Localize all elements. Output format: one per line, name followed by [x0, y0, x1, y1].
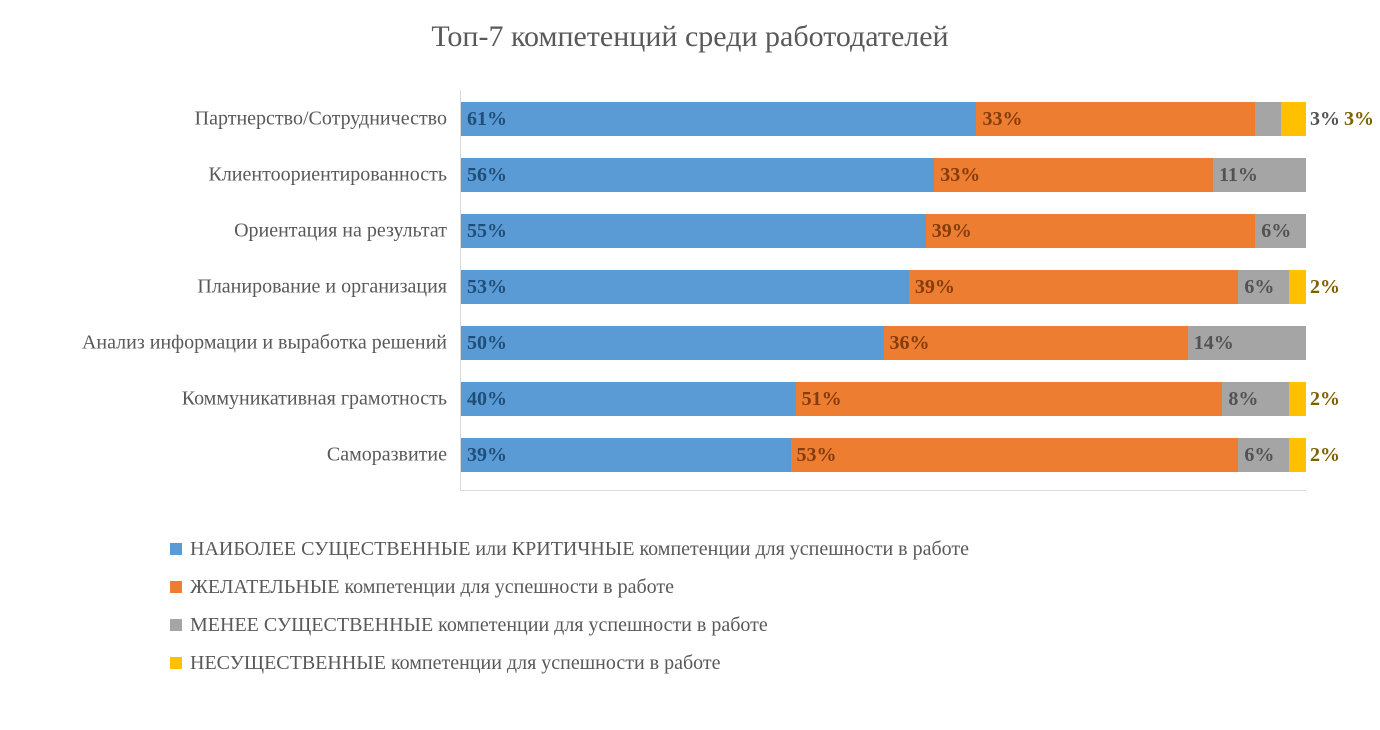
- legend-item-critical: НАИБОЛЕЕ СУЩЕСТВЕННЫЕ или КРИТИЧНЫЕ комп…: [170, 530, 1270, 568]
- bar-value-label: 53%: [797, 444, 837, 467]
- legend-swatch: [170, 657, 182, 669]
- bar-segment-critical: 56%: [461, 158, 934, 192]
- bar-segment-less: 11%: [1213, 158, 1306, 192]
- bar-track: 50% 36% 14%: [461, 326, 1306, 360]
- bar-segment-desirable: 39%: [909, 270, 1239, 304]
- bar-segment-critical: 40%: [461, 382, 796, 416]
- bar-segment-less: 6%: [1238, 438, 1289, 472]
- legend-label: НАИБОЛЕЕ СУЩЕСТВЕННЫЕ или КРИТИЧНЫЕ комп…: [190, 538, 969, 561]
- bar-value-label: 36%: [890, 332, 930, 355]
- bar-segment-less: 8%: [1222, 382, 1289, 416]
- category-label: Клиентоориентированность: [7, 164, 447, 187]
- bar-value-label-outside: 2%: [1310, 270, 1340, 304]
- bar-value-label: 6%: [1261, 220, 1291, 243]
- legend-swatch: [170, 581, 182, 593]
- bar-value-label: 6%: [1244, 276, 1274, 299]
- bar-value-label: 33%: [982, 108, 1022, 131]
- bar-value-label: 2%: [1310, 276, 1340, 299]
- bar-segment-less: 14%: [1188, 326, 1306, 360]
- bar-segment-desirable: 33%: [976, 102, 1255, 136]
- bar-value-label: 3%: [1344, 108, 1374, 131]
- bar-value-label-outside: 2%: [1310, 438, 1340, 472]
- bar-value-label: 11%: [1219, 164, 1258, 187]
- bar-segment-critical: 55%: [461, 214, 926, 248]
- bar-segment-desirable: 33%: [934, 158, 1213, 192]
- bar-track: 53%39%6%2%: [461, 270, 1306, 304]
- bar-value-label: 14%: [1194, 332, 1234, 355]
- legend-item-less: МЕНЕЕ СУЩЕСТВЕННЫЕ компетенции для успеш…: [170, 606, 1270, 644]
- chart-title: Топ-7 компетенций среди работодателей: [0, 20, 1380, 54]
- bar-value-label: 39%: [467, 444, 507, 467]
- category-label: Ориентация на результат: [7, 220, 447, 243]
- bar-value-label: 6%: [1244, 444, 1274, 467]
- bar-value-label: 33%: [940, 164, 980, 187]
- bar-segment-desirable: 53%: [791, 438, 1239, 472]
- legend-item-irrelevant: НЕСУЩЕСТВЕННЫЕ компетенции для успешност…: [170, 644, 1270, 682]
- bar-track: 61%33%3%3%: [461, 102, 1306, 136]
- bar-segment-desirable: 36%: [884, 326, 1188, 360]
- bar-row: Планирование и организация53%39%6%2%: [461, 270, 1306, 304]
- bar-value-label: 53%: [467, 276, 507, 299]
- bar-value-label: 39%: [915, 276, 955, 299]
- bar-segment-critical: 50%: [461, 326, 884, 360]
- chart-container: Топ-7 компетенций среди работодателей Па…: [0, 0, 1380, 730]
- bar-value-label: 40%: [467, 388, 507, 411]
- legend-label: НЕСУЩЕСТВЕННЫЕ компетенции для успешност…: [190, 652, 721, 675]
- legend-label: ЖЕЛАТЕЛЬНЫЕ компетенции для успешности в…: [190, 576, 674, 599]
- bar-segment-less: 6%: [1238, 270, 1289, 304]
- category-label: Коммуникативная грамотность: [7, 388, 447, 411]
- bar-row: Коммуникативная грамотность40%51%8%2%: [461, 382, 1306, 416]
- bar-value-label: 39%: [932, 220, 972, 243]
- bar-track: 40%51%8%2%: [461, 382, 1306, 416]
- bar-row: Ориентация на результат55%39%6%: [461, 214, 1306, 248]
- bar-segment-irrelevant: [1289, 270, 1306, 304]
- category-label: Саморазвитие: [7, 444, 447, 467]
- bar-segment-irrelevant: [1281, 102, 1306, 136]
- bar-value-label: 56%: [467, 164, 507, 187]
- legend-label: МЕНЕЕ СУЩЕСТВЕННЫЕ компетенции для успеш…: [190, 614, 768, 637]
- bar-segment-critical: 61%: [461, 102, 976, 136]
- plot-area: Партнерство/Сотрудничество61%33%3%3%Клие…: [460, 90, 1306, 491]
- bar-row: Анализ информации и выработка решений50%…: [461, 326, 1306, 360]
- bar-segment-irrelevant: [1289, 382, 1306, 416]
- bar-value-label-outside: 3%3%: [1310, 102, 1374, 136]
- bar-segment-critical: 39%: [461, 438, 791, 472]
- legend-swatch: [170, 543, 182, 555]
- bar-segment-less: 6%: [1255, 214, 1306, 248]
- bar-row: Партнерство/Сотрудничество61%33%3%3%: [461, 102, 1306, 136]
- category-label: Планирование и организация: [7, 276, 447, 299]
- bar-value-label: 8%: [1228, 388, 1258, 411]
- bar-row: Клиентоориентированность56%33%11%: [461, 158, 1306, 192]
- category-label: Партнерство/Сотрудничество: [7, 108, 447, 131]
- bar-segment-less: [1255, 102, 1280, 136]
- bar-track: 39%53%6%2%: [461, 438, 1306, 472]
- category-label: Анализ информации и выработка решений: [7, 332, 447, 355]
- bar-segment-desirable: 39%: [926, 214, 1256, 248]
- bar-value-label: 2%: [1310, 444, 1340, 467]
- bar-segment-irrelevant: [1289, 438, 1306, 472]
- bar-value-label-outside: 2%: [1310, 382, 1340, 416]
- bar-value-label: 61%: [467, 108, 507, 131]
- legend-swatch: [170, 619, 182, 631]
- bar-value-label: 3%: [1310, 108, 1340, 131]
- bar-segment-critical: 53%: [461, 270, 909, 304]
- bar-segment-desirable: 51%: [796, 382, 1223, 416]
- bar-value-label: 51%: [802, 388, 842, 411]
- bar-track: 55% 39% 6%: [461, 214, 1306, 248]
- bar-value-label: 2%: [1310, 388, 1340, 411]
- bar-track: 56% 33% 11%: [461, 158, 1306, 192]
- bar-value-label: 55%: [467, 220, 507, 243]
- bar-value-label: 50%: [467, 332, 507, 355]
- bar-row: Саморазвитие39%53%6%2%: [461, 438, 1306, 472]
- legend-item-desirable: ЖЕЛАТЕЛЬНЫЕ компетенции для успешности в…: [170, 568, 1270, 606]
- legend: НАИБОЛЕЕ СУЩЕСТВЕННЫЕ или КРИТИЧНЫЕ комп…: [170, 530, 1270, 682]
